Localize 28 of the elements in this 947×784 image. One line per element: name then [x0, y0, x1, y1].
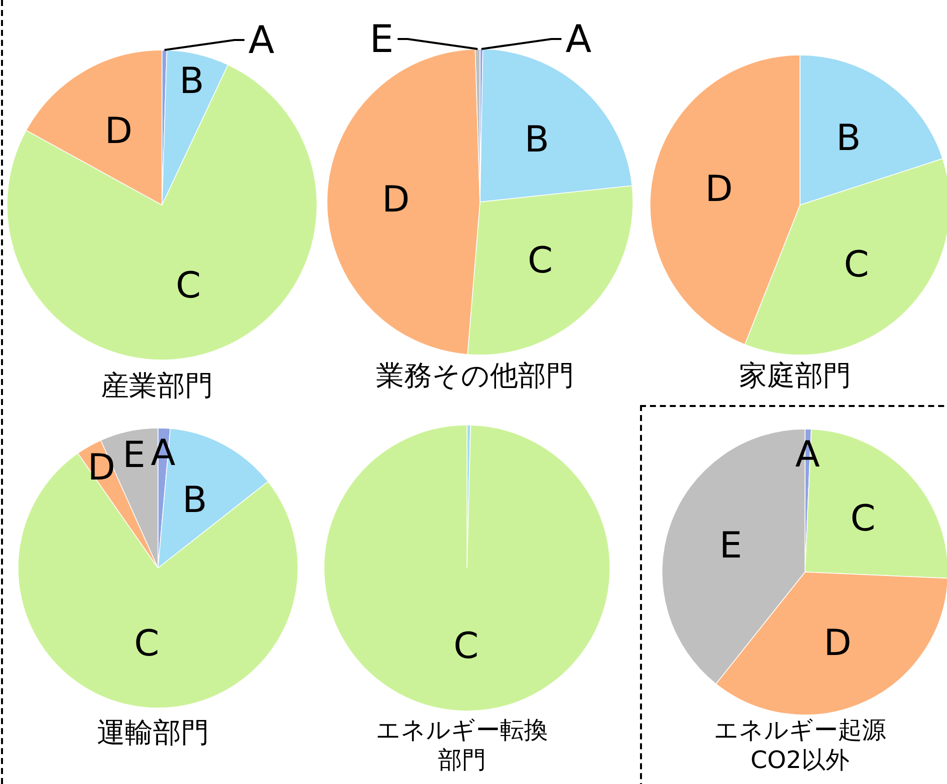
- slice-label: B: [179, 60, 204, 102]
- text: エネルギー転換部門: [375, 715, 549, 775]
- slice-label: A: [150, 432, 176, 474]
- text: 運輸部門: [96, 715, 210, 750]
- slice-label: C: [134, 624, 160, 665]
- slice-label: C: [844, 244, 870, 286]
- slice-label: E: [719, 526, 742, 567]
- slice-label: C: [850, 498, 876, 540]
- slice-label: A: [565, 17, 592, 62]
- slice-label: D: [88, 448, 116, 489]
- text: 業務その他部門: [375, 358, 575, 393]
- slice-label: D: [104, 111, 132, 152]
- slice-label: C: [176, 266, 201, 307]
- slice-label: D: [382, 179, 410, 220]
- text: 産業部門: [100, 368, 214, 403]
- slice-label: E: [370, 17, 394, 62]
- slice-label: B: [524, 119, 550, 160]
- slice-label: E: [122, 435, 146, 476]
- slice-label: B: [836, 118, 861, 159]
- slice-label: A: [795, 434, 820, 476]
- text: 家庭部門: [738, 358, 852, 393]
- slice-label: C: [453, 626, 479, 668]
- slice-label: D: [824, 623, 852, 664]
- slice-label: A: [248, 18, 274, 62]
- slice-label: C: [528, 240, 553, 282]
- slice-label: B: [182, 480, 208, 521]
- text: エネルギー起源CO2以外: [713, 715, 887, 775]
- slice-label: D: [705, 169, 733, 210]
